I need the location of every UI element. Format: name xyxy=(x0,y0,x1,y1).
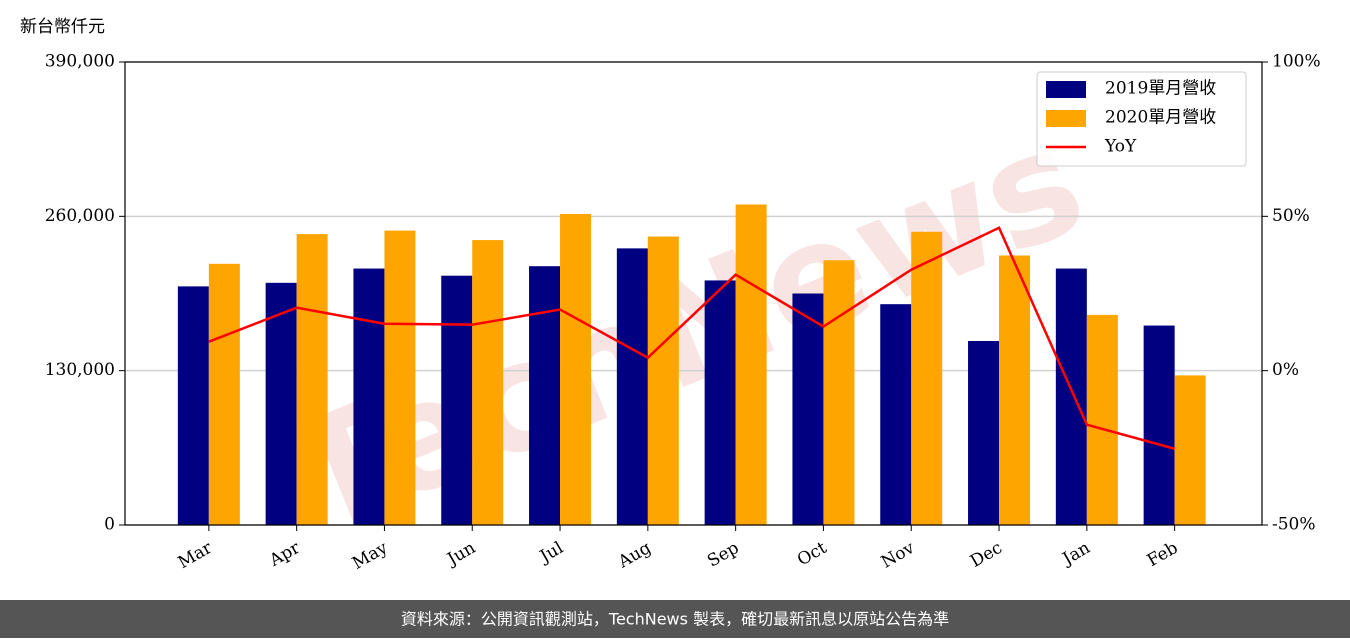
y-tick-label: 0 xyxy=(104,515,115,535)
legend-label: 2019單月營收 xyxy=(1105,79,1216,99)
bar xyxy=(265,282,297,525)
plot-frame xyxy=(124,61,1263,526)
bar xyxy=(472,240,504,526)
y-axis-unit: 新台幣仟元 xyxy=(20,17,105,37)
legend-label: YoY xyxy=(1104,137,1137,157)
bar xyxy=(735,204,767,525)
footer-bar xyxy=(0,600,1350,638)
bar xyxy=(208,263,240,525)
bar xyxy=(296,234,328,525)
bar xyxy=(823,260,855,525)
x-tick-label: Jun xyxy=(442,538,479,571)
y-tick-label: 130,000 xyxy=(45,360,115,380)
bar xyxy=(616,248,648,525)
bar xyxy=(1086,314,1118,525)
y2-tick-label: 0% xyxy=(1272,360,1299,380)
y-tick-label: 390,000 xyxy=(45,52,115,72)
yoy-line xyxy=(208,226,1175,450)
bar xyxy=(560,213,592,525)
x-tick-label: Nov xyxy=(878,538,918,573)
y2-tick-label: -50% xyxy=(1272,515,1316,535)
x-tick-label: Jul xyxy=(535,538,567,568)
bar xyxy=(968,340,1000,525)
bar xyxy=(353,268,385,525)
legend-swatch xyxy=(1046,81,1086,98)
bar xyxy=(911,231,943,525)
x-tick-label: Dec xyxy=(967,538,1006,572)
bar xyxy=(1174,375,1206,525)
legend-label: 2020單月營收 xyxy=(1105,108,1216,128)
x-tick-label: Sep xyxy=(704,538,742,572)
x-tick-label: Apr xyxy=(265,537,304,571)
bar xyxy=(441,275,473,525)
bar xyxy=(647,236,679,525)
legend-swatch xyxy=(1046,110,1086,127)
bar xyxy=(792,293,824,525)
x-tick-label: Feb xyxy=(1144,538,1182,571)
y2-tick-label: 100% xyxy=(1272,52,1321,72)
bar xyxy=(384,230,416,526)
bar xyxy=(1055,268,1087,525)
x-tick-label: Aug xyxy=(614,538,655,573)
x-tick-label: Mar xyxy=(175,537,217,573)
bar xyxy=(177,286,209,525)
bar xyxy=(1143,325,1175,525)
bar xyxy=(529,266,561,525)
footer-text: 資料來源：公開資訊觀測站，TechNews 製表，確切最新訊息以原站公告為準 xyxy=(401,610,949,629)
bar xyxy=(704,280,736,525)
x-tick-label: Oct xyxy=(794,538,830,571)
y2-tick-label: 50% xyxy=(1272,206,1310,226)
bar xyxy=(999,255,1031,525)
bar xyxy=(880,304,912,525)
legend-box xyxy=(1036,71,1247,167)
x-tick-label: Jan xyxy=(1058,538,1094,570)
y-tick-label: 260,000 xyxy=(45,206,115,226)
